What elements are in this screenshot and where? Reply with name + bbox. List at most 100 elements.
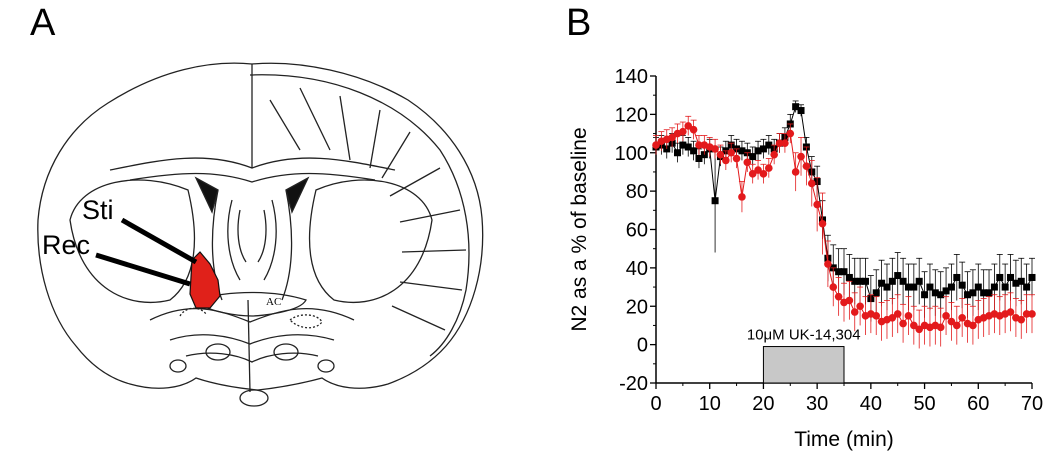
data-point: [834, 292, 843, 301]
data-point: [1017, 277, 1025, 285]
data-point: [829, 283, 838, 291]
data-point: [980, 289, 988, 297]
data-point: [926, 283, 934, 291]
data-point: [856, 277, 864, 285]
y-tick-label: 100: [615, 143, 648, 165]
data-point: [974, 283, 982, 291]
data-point: [856, 302, 864, 311]
data-point: [985, 289, 993, 297]
rec-pointer: [95, 252, 191, 287]
data-point: [850, 308, 859, 316]
label-sti: Sti: [82, 195, 114, 225]
data-point: [722, 156, 730, 165]
data-point: [824, 260, 832, 268]
data-point: [878, 279, 886, 287]
data-point: [1023, 283, 1031, 291]
data-point: [748, 170, 757, 178]
brain-section-diagram: Sti Rec AC: [37, 62, 484, 407]
sti-pointer: [120, 217, 198, 265]
data-point: [679, 141, 687, 149]
data-point: [996, 273, 1004, 281]
data-point: [947, 317, 956, 326]
data-point: [942, 312, 950, 320]
data-point: [872, 289, 880, 297]
data-point: [893, 310, 902, 318]
data-point: [770, 150, 778, 159]
data-point: [969, 289, 977, 297]
data-point: [899, 319, 907, 328]
data-point: [727, 148, 735, 157]
data-point: [921, 291, 929, 299]
data-point: [695, 155, 703, 163]
data-point: [904, 283, 912, 291]
data-point: [888, 313, 897, 322]
data-point: [1022, 310, 1031, 318]
data-point: [888, 277, 896, 285]
x-tick-label: 20: [752, 393, 774, 415]
data-point: [802, 162, 811, 170]
y-tick-label: 80: [626, 181, 648, 203]
data-point: [845, 273, 853, 281]
data-point: [813, 200, 821, 209]
data-point: [1012, 279, 1020, 287]
data-point: [964, 291, 972, 299]
data-point: [695, 141, 703, 149]
x-tick-label: 50: [913, 393, 935, 415]
data-point: [1017, 315, 1026, 324]
data-point: [792, 103, 800, 111]
y-tick-label: 20: [626, 296, 648, 318]
label-ac: AC: [266, 296, 281, 308]
data-point: [754, 166, 762, 174]
y-tick-label: 0: [637, 335, 648, 357]
x-tick-label: 30: [806, 393, 828, 415]
x-tick-label: 70: [1021, 393, 1043, 415]
data-point: [797, 152, 805, 161]
series-1: [652, 115, 1036, 349]
x-tick-label: 10: [699, 393, 721, 415]
data-point: [668, 133, 676, 142]
drug-label: 10μM UK-14,304: [747, 327, 861, 344]
y-tick-label: 60: [626, 220, 648, 242]
data-point: [883, 283, 891, 291]
data-point: [791, 168, 800, 176]
data-point: [915, 277, 923, 285]
data-point: [754, 147, 762, 155]
brain-highlight-region: [189, 251, 221, 309]
data-point: [684, 122, 693, 130]
data-point: [738, 147, 746, 155]
series-0: [652, 100, 1036, 322]
panel-label-b: B: [566, 2, 592, 44]
data-point: [899, 277, 907, 285]
x-tick-label: 60: [967, 393, 989, 415]
data-point: [910, 283, 918, 291]
data-point: [958, 281, 966, 289]
data-point: [1028, 310, 1036, 318]
y-tick-label: 40: [626, 258, 648, 280]
data-point: [904, 312, 913, 320]
data-point: [732, 154, 741, 163]
data-point: [915, 325, 923, 334]
drug-application-bar: [762, 346, 845, 384]
data-point: [936, 323, 945, 332]
data-point: [797, 107, 805, 115]
data-point: [716, 150, 725, 159]
y-tick-label: -20: [619, 373, 648, 395]
data-point: [711, 145, 719, 153]
y-tick-label: 120: [615, 104, 648, 126]
x-tick-label: 0: [650, 393, 661, 415]
y-axis-title: N2 as a % of baseline: [568, 127, 591, 331]
data-point: [835, 268, 843, 276]
data-point: [953, 273, 961, 281]
data-point: [765, 164, 773, 172]
data-point: [942, 287, 950, 295]
data-point: [738, 193, 746, 201]
data-point: [689, 125, 698, 134]
data-point: [781, 139, 789, 147]
data-point: [652, 141, 660, 149]
data-point: [958, 313, 966, 322]
data-point: [1001, 283, 1009, 291]
data-point: [673, 149, 681, 157]
data-point: [765, 141, 773, 149]
data-point: [807, 179, 816, 188]
